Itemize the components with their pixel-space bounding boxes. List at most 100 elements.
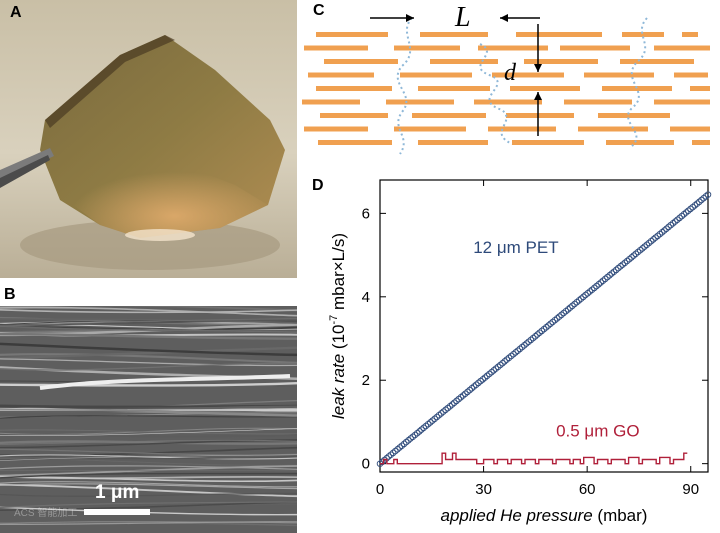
pet-data-point bbox=[674, 216, 681, 223]
pet-data-point bbox=[453, 397, 460, 405]
pet-data-point bbox=[647, 237, 655, 245]
flake bbox=[324, 59, 398, 64]
pet-data-point bbox=[564, 306, 572, 313]
leak-rate-chart: 0 30 60 90 0 2 4 6 12 μm PET 0.5 μm GO applied … bbox=[328, 179, 712, 525]
series-label-go: 0.5 μm GO bbox=[556, 422, 639, 441]
label-d: d bbox=[504, 60, 517, 86]
pet-data-point bbox=[505, 354, 513, 362]
flake bbox=[578, 126, 648, 132]
sem-layer-streak bbox=[0, 382, 297, 387]
laminate-schematic: L d bbox=[302, 4, 710, 155]
sem-layer-streak bbox=[0, 346, 297, 360]
pet-data-point bbox=[693, 200, 701, 207]
sem-layer-streak bbox=[0, 309, 297, 314]
permeation-path-left bbox=[396, 17, 413, 155]
pet-data-point bbox=[468, 385, 476, 392]
pet-data-point bbox=[623, 257, 631, 265]
watermark: ACS 智能加工 bbox=[14, 508, 78, 519]
pet-data-point bbox=[612, 266, 620, 274]
pet-data-point bbox=[702, 193, 710, 200]
membrane-photo bbox=[0, 0, 297, 278]
pet-data-point bbox=[571, 300, 578, 308]
flake bbox=[386, 99, 454, 105]
flake bbox=[308, 72, 374, 78]
pet-data-point bbox=[704, 191, 712, 198]
pet-data-point bbox=[514, 347, 522, 354]
pet-data-point bbox=[610, 268, 618, 275]
y-tick-label: 4 bbox=[362, 289, 370, 306]
pet-data-point bbox=[643, 241, 651, 249]
pet-data-point bbox=[387, 451, 395, 458]
pet-data-point bbox=[416, 428, 423, 435]
pet-data-point bbox=[639, 245, 646, 252]
flake bbox=[516, 32, 602, 37]
pet-data-point bbox=[698, 196, 705, 204]
pet-data-point bbox=[532, 333, 539, 340]
pet-data-point bbox=[427, 419, 434, 426]
pet-data-point bbox=[411, 431, 419, 439]
y-tick-label: 2 bbox=[362, 372, 370, 389]
pet-data-point bbox=[466, 386, 473, 394]
flake bbox=[304, 45, 368, 51]
go-data-line bbox=[380, 452, 688, 465]
pet-data-point bbox=[431, 415, 438, 423]
pet-data-point bbox=[420, 424, 427, 432]
permeation-path-middle bbox=[479, 43, 513, 145]
pet-data-point bbox=[470, 383, 478, 390]
pet-data-point bbox=[682, 209, 690, 216]
flake bbox=[412, 113, 486, 118]
x-tick-label: 0 bbox=[376, 481, 384, 498]
flake bbox=[682, 32, 698, 37]
sem-layer-streak bbox=[0, 342, 297, 357]
pet-data-point bbox=[503, 356, 511, 363]
flake bbox=[622, 32, 664, 37]
pet-data-point bbox=[577, 295, 585, 302]
pet-data-point bbox=[542, 324, 550, 331]
pet-data-point bbox=[636, 246, 644, 254]
membrane-photo-drawing bbox=[0, 0, 297, 278]
panel-label-a: A bbox=[10, 4, 22, 21]
pet-data-point bbox=[665, 223, 672, 231]
plot-frame bbox=[379, 179, 709, 473]
pet-data-point bbox=[606, 272, 613, 279]
sem-layer-streak bbox=[0, 481, 297, 488]
flake bbox=[598, 113, 670, 118]
pet-data-point bbox=[462, 390, 469, 397]
pet-data-point bbox=[394, 446, 401, 453]
pet-data-point bbox=[628, 254, 635, 261]
sem-layer-streak bbox=[0, 329, 297, 333]
flake bbox=[584, 72, 654, 78]
sem-layer-streak bbox=[0, 501, 297, 509]
sem-layer-streak bbox=[0, 472, 297, 479]
pet-data-point bbox=[661, 227, 668, 234]
pet-data-point bbox=[556, 313, 563, 320]
panel-label-d: D bbox=[312, 177, 324, 194]
pet-data-point bbox=[689, 203, 696, 211]
pet-data-point bbox=[658, 229, 666, 236]
sem-layer-streak bbox=[0, 521, 297, 525]
sem-layer-streak bbox=[0, 429, 297, 435]
sem-layer-streak bbox=[0, 415, 297, 419]
flake bbox=[492, 72, 564, 78]
pet-data-point bbox=[586, 288, 594, 295]
pet-data-point bbox=[486, 370, 493, 378]
flake bbox=[654, 99, 710, 105]
flake bbox=[418, 140, 488, 145]
sem-layer-streak bbox=[0, 483, 297, 498]
pet-data-point bbox=[580, 293, 587, 301]
flake bbox=[692, 140, 710, 145]
pet-data-point bbox=[588, 286, 596, 293]
pet-data-point bbox=[424, 420, 432, 428]
flake bbox=[560, 45, 630, 51]
pet-data-point bbox=[435, 411, 443, 419]
flake bbox=[690, 86, 710, 91]
pet-data-point bbox=[650, 236, 657, 243]
flake bbox=[304, 126, 368, 132]
pet-data-point bbox=[396, 444, 403, 451]
flake bbox=[620, 59, 694, 64]
pet-data-point bbox=[405, 437, 412, 444]
sem-layer-streak bbox=[0, 318, 297, 327]
pet-data-point bbox=[584, 290, 591, 297]
pet-data-point bbox=[545, 322, 552, 329]
flake bbox=[316, 32, 388, 37]
